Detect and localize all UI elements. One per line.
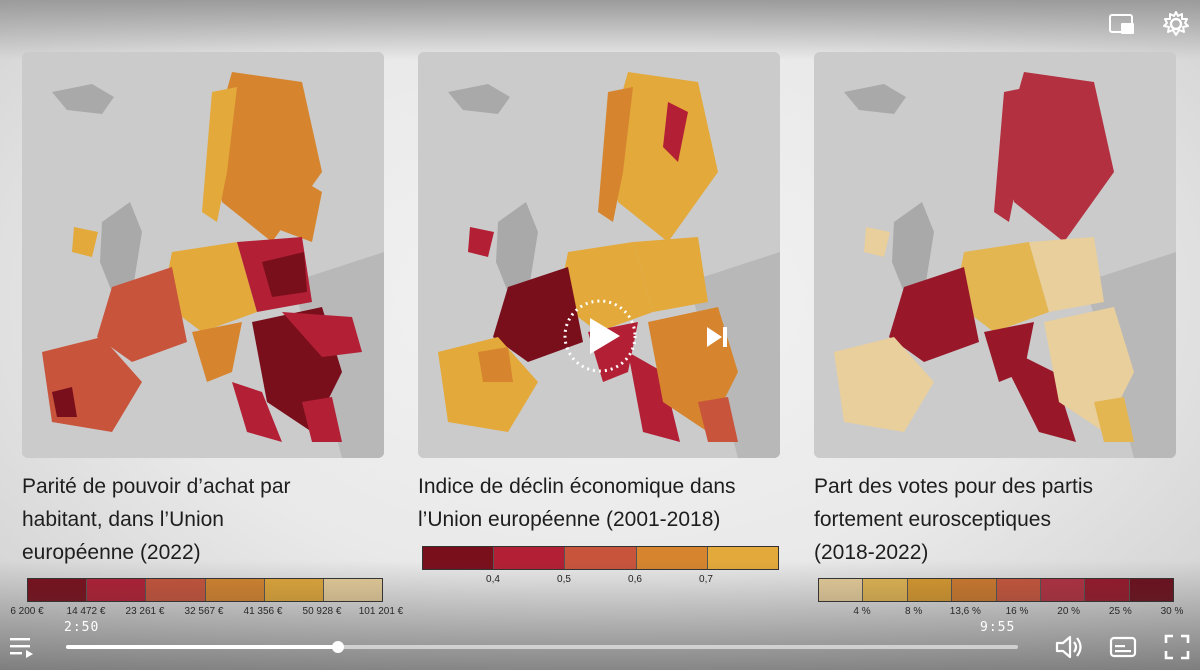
map-title-ppa: Parité de pouvoir d’achat par habitant, … bbox=[22, 470, 372, 569]
playlist-button[interactable] bbox=[8, 634, 36, 665]
progress-scrubber[interactable] bbox=[331, 641, 344, 653]
title-line: européenne (2022) bbox=[22, 541, 201, 564]
gear-icon bbox=[1163, 11, 1189, 36]
skip-next-icon bbox=[707, 327, 727, 347]
map-decline bbox=[418, 52, 780, 458]
title-line: l’Union européenne (2001-2018) bbox=[418, 508, 721, 531]
play-icon bbox=[563, 299, 637, 373]
top-gradient bbox=[0, 0, 1200, 60]
picture-in-picture-icon bbox=[1109, 14, 1134, 34]
title-line: habitant, dans l’Union bbox=[22, 508, 224, 531]
title-line: Part des votes pour des partis bbox=[814, 475, 1093, 498]
title-line: (2018-2022) bbox=[814, 541, 929, 564]
fullscreen-button[interactable] bbox=[1163, 633, 1191, 666]
europe-map-decline bbox=[418, 52, 780, 458]
title-line: fortement eurosceptiques bbox=[814, 508, 1051, 531]
volume-icon bbox=[1055, 635, 1082, 659]
miniplayer-button[interactable] bbox=[1108, 12, 1136, 41]
fullscreen-icon bbox=[1164, 634, 1190, 660]
map-eurosceptic bbox=[814, 52, 1176, 458]
current-time: 2:50 bbox=[64, 620, 100, 635]
map-title-decline: Indice de déclin économique dans l’Union… bbox=[418, 470, 768, 536]
bottom-gradient bbox=[0, 560, 1200, 670]
duration: 9:55 bbox=[980, 620, 1016, 635]
volume-button[interactable] bbox=[1054, 634, 1084, 665]
play-button[interactable] bbox=[562, 298, 638, 374]
map-ppa bbox=[22, 52, 384, 458]
map-title-eurosceptic: Part des votes pour des partis fortement… bbox=[814, 470, 1164, 569]
progress-played bbox=[66, 645, 338, 649]
playlist-icon bbox=[10, 638, 33, 658]
europe-map-ppa bbox=[22, 52, 384, 458]
europe-map-eurosceptic bbox=[814, 52, 1176, 458]
title-line: Indice de déclin économique dans bbox=[418, 475, 736, 498]
subtitles-icon bbox=[1109, 636, 1137, 658]
progress-bar[interactable] bbox=[66, 641, 1018, 653]
title-line: Parité de pouvoir d’achat par bbox=[22, 475, 291, 498]
subtitles-button[interactable] bbox=[1109, 635, 1137, 664]
next-video-button[interactable] bbox=[702, 322, 732, 352]
settings-button[interactable] bbox=[1162, 10, 1190, 43]
